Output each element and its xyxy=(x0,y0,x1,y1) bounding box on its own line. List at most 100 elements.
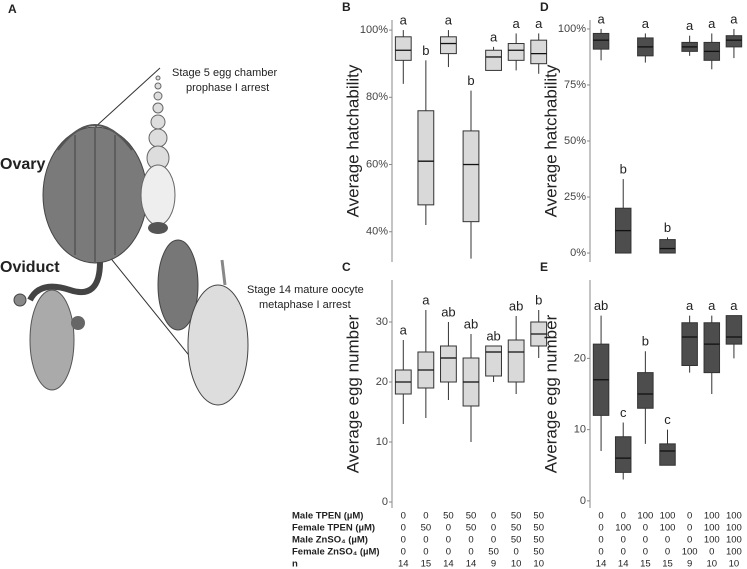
table-cell: 50 xyxy=(533,547,544,558)
table-cell: 14 xyxy=(443,559,454,569)
y-tick-label: 80% xyxy=(366,91,388,103)
table-cell: 100 xyxy=(637,511,653,522)
significance-letter: a xyxy=(686,298,694,313)
table-cell: 0 xyxy=(446,535,451,546)
significance-letter: a xyxy=(535,16,543,31)
significance-letter: ab xyxy=(441,304,455,319)
table-cell: 50 xyxy=(488,547,499,558)
table-cell: 0 xyxy=(687,523,692,534)
ovary-detail xyxy=(57,124,133,151)
y-tick-label: 0 xyxy=(580,495,586,507)
table-cell: 100 xyxy=(615,523,631,534)
box xyxy=(507,43,525,61)
table-cell: 0 xyxy=(665,535,670,546)
significance-letter: a xyxy=(686,18,694,33)
box xyxy=(725,35,743,48)
table-cell: 0 xyxy=(423,547,428,558)
significance-letter: a xyxy=(445,13,453,28)
table-row-label: n xyxy=(292,559,298,569)
y-axis-title: Average egg number xyxy=(343,314,362,473)
panel-letter: B xyxy=(342,0,351,14)
table-cell: 100 xyxy=(704,535,720,546)
table-cell: 50 xyxy=(466,523,477,534)
table-cell: 10 xyxy=(706,559,717,569)
table-cell: 50 xyxy=(533,535,544,546)
organ-detail xyxy=(13,293,27,307)
table-cell: 100 xyxy=(726,547,742,558)
y-tick-label: 0% xyxy=(570,247,586,259)
box xyxy=(440,345,457,383)
box xyxy=(530,39,548,65)
y-axis-title: Average hatchability xyxy=(343,64,362,217)
box xyxy=(703,322,721,374)
table-cell: 0 xyxy=(598,535,603,546)
panel-letter: E xyxy=(540,260,548,274)
table-cell: 0 xyxy=(401,511,406,522)
box xyxy=(417,110,435,206)
table-cell: 50 xyxy=(533,523,544,534)
table-cell: 0 xyxy=(709,547,714,558)
y-tick-label: 40% xyxy=(366,226,388,238)
table-cell: 0 xyxy=(401,535,406,546)
box xyxy=(485,345,502,377)
significance-letter: c xyxy=(620,405,627,420)
table-cell: 15 xyxy=(662,559,673,569)
box xyxy=(681,322,698,366)
table-cell: 0 xyxy=(687,511,692,522)
table-cell: 50 xyxy=(421,523,432,534)
organ-label: Ovary xyxy=(0,156,45,173)
table-row-label: Male TPEN (µM) xyxy=(292,511,363,522)
table-cell: 50 xyxy=(511,535,522,546)
table-cell: 0 xyxy=(468,547,473,558)
table-cell: 0 xyxy=(643,535,648,546)
table-cell: 100 xyxy=(726,535,742,546)
y-tick-label: 100% xyxy=(558,23,586,35)
significance-letter: ab xyxy=(464,316,478,331)
table-cell: 0 xyxy=(468,535,473,546)
table-cell: 100 xyxy=(726,511,742,522)
table-cell: 0 xyxy=(621,535,626,546)
box xyxy=(592,32,610,50)
y-tick-label: 50% xyxy=(564,135,586,147)
y-axis-title: Average egg number xyxy=(541,314,560,473)
zoom-line xyxy=(91,67,161,131)
table-cell: 100 xyxy=(726,523,742,534)
box xyxy=(394,36,412,61)
table-cell: 0 xyxy=(643,547,648,558)
table-cell: 0 xyxy=(598,547,603,558)
significance-letter: ab xyxy=(594,298,608,313)
table-cell: 0 xyxy=(401,547,406,558)
oviduct-shape xyxy=(27,261,103,302)
table-cell: 0 xyxy=(598,511,603,522)
significance-letter: a xyxy=(730,298,738,313)
significance-letter: a xyxy=(708,298,716,313)
table-cell: 50 xyxy=(511,511,522,522)
y-tick-label: 60% xyxy=(366,158,388,170)
table-cell: 14 xyxy=(618,559,629,569)
significance-letter: b xyxy=(422,43,429,58)
table-cell: 0 xyxy=(423,535,428,546)
table-cell: 10 xyxy=(533,559,544,569)
box xyxy=(637,372,654,409)
illustration: A Ovary Oviduct Stage 5 egg chamber prop… xyxy=(0,2,364,406)
box xyxy=(440,36,457,55)
stage-label: prophase I arrest xyxy=(186,82,269,94)
y-tick-label: 25% xyxy=(564,191,586,203)
y-axis-title: Average hatchability xyxy=(541,64,560,217)
table-cell: 100 xyxy=(660,511,676,522)
box xyxy=(659,443,676,466)
table-cell: 9 xyxy=(491,559,496,569)
organ-label: Oviduct xyxy=(0,259,60,276)
table-cell: 0 xyxy=(621,547,626,558)
table-cell: 0 xyxy=(687,535,692,546)
y-tick-label: 20 xyxy=(376,376,388,388)
table-cell: 0 xyxy=(401,523,406,534)
table-cell: 0 xyxy=(491,511,496,522)
table-cell: 0 xyxy=(491,523,496,534)
y-tick-label: 20 xyxy=(574,352,586,364)
table-cell: 100 xyxy=(704,511,720,522)
table-cell: 0 xyxy=(446,547,451,558)
table-cell: 100 xyxy=(660,523,676,534)
table-cell: 50 xyxy=(466,511,477,522)
